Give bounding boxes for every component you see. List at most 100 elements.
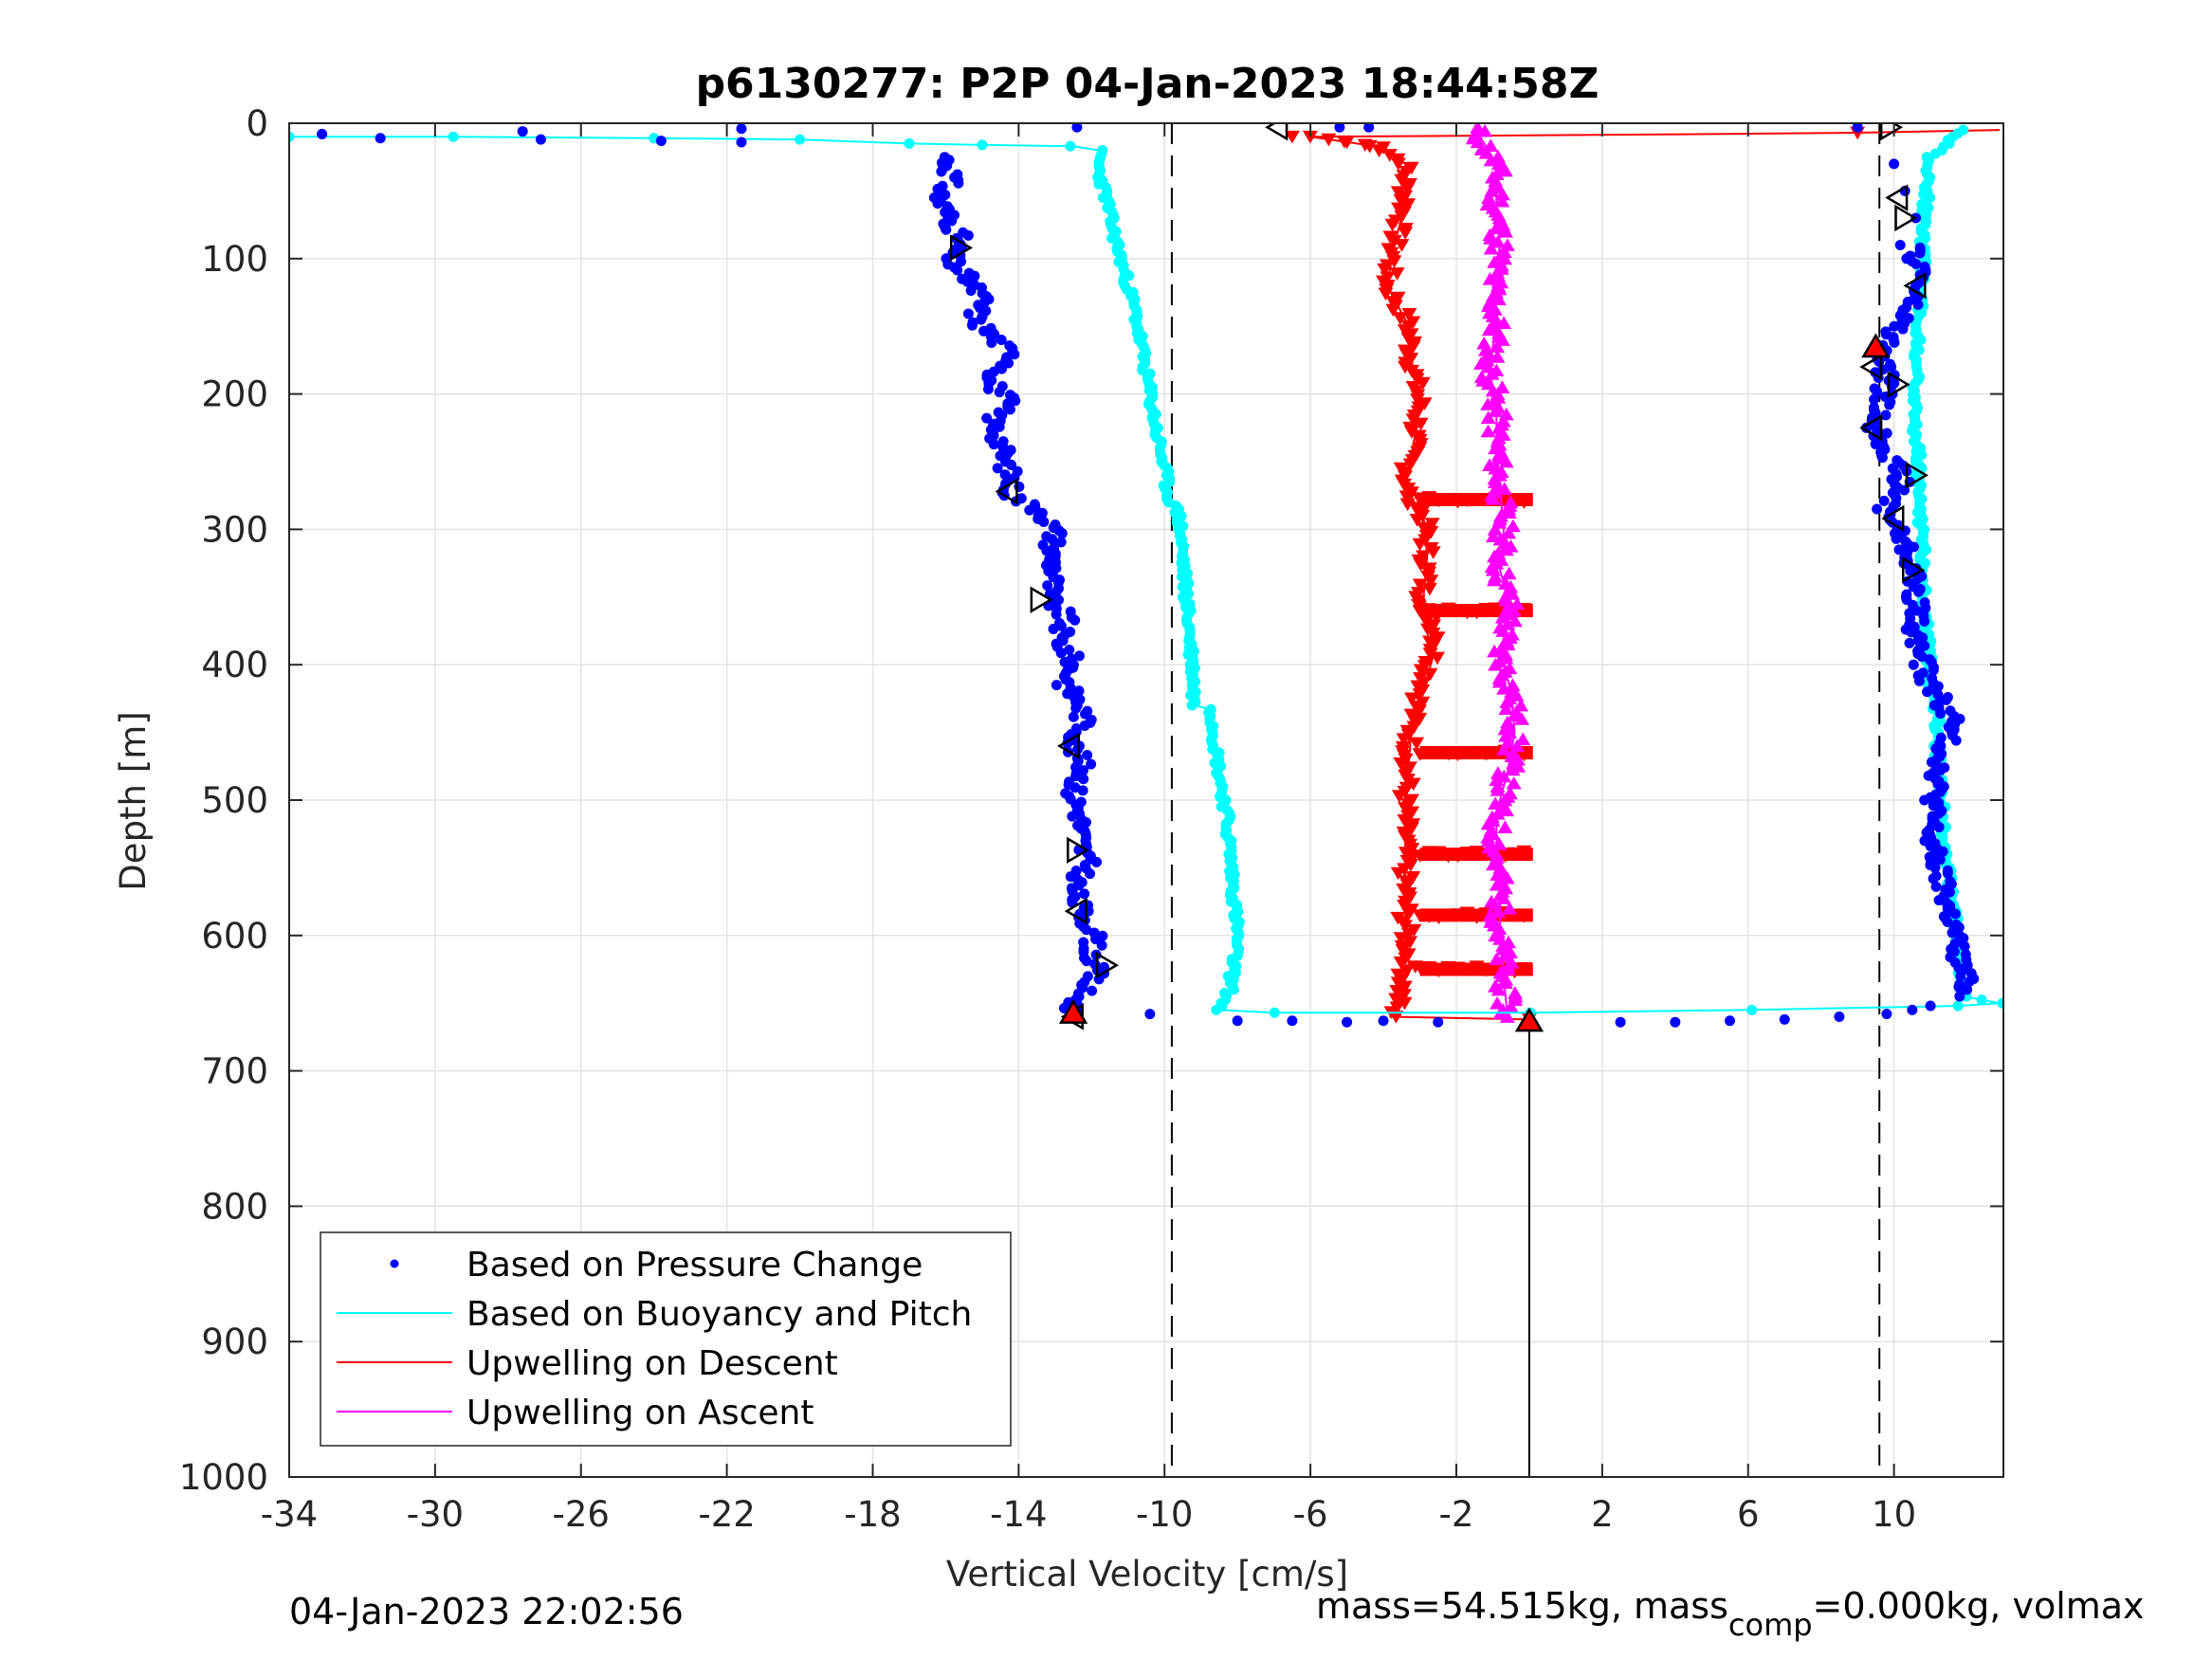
pressure-marker <box>1894 240 1906 251</box>
pressure-marker <box>1433 1016 1444 1028</box>
ascent-marker <box>1498 728 1514 742</box>
pressure-marker <box>1615 1016 1626 1028</box>
descent-band-marker <box>1469 606 1485 620</box>
open-triangle-marker <box>1056 732 1081 760</box>
ascent-marker <box>1490 350 1506 363</box>
y-tick-label: 0 <box>246 103 268 144</box>
pressure-marker <box>988 439 999 450</box>
descent-marker <box>1413 417 1429 431</box>
descent-marker <box>1393 956 1409 970</box>
x-tick-label: -14 <box>990 1494 1047 1535</box>
pressure-marker <box>1096 939 1107 951</box>
buoyancy-marker <box>904 137 915 149</box>
pressure-marker <box>1069 614 1081 626</box>
pressure-marker <box>1878 495 1890 506</box>
descent-band-marker <box>1450 748 1466 762</box>
pressure-marker <box>1014 481 1025 492</box>
pressure-marker <box>1071 123 1083 133</box>
pressure-marker <box>1086 758 1097 770</box>
ascent-marker <box>1477 123 1493 137</box>
descent-band-marker <box>1431 494 1447 508</box>
ascent-marker <box>1490 783 1506 796</box>
pressure-marker <box>1920 602 1931 613</box>
descent-marker <box>1388 993 1404 1007</box>
descent-marker <box>1421 582 1437 596</box>
pressure-marker <box>986 337 997 349</box>
descent-band-marker <box>1431 607 1447 620</box>
ascent-marker <box>1488 404 1504 417</box>
descent-band-marker <box>1469 960 1485 974</box>
ascent-marker <box>1491 837 1508 850</box>
pressure-marker <box>1942 867 1953 879</box>
descent-marker <box>1399 498 1416 512</box>
pressure-marker <box>1912 299 1924 310</box>
descent-band-marker <box>1459 494 1475 508</box>
pressure-marker <box>966 319 978 331</box>
ascent-marker <box>1481 322 1497 337</box>
descent-marker <box>1393 193 1409 208</box>
pressure-marker <box>1950 735 1962 746</box>
pressure-marker <box>932 198 943 210</box>
pressure-marker <box>1929 862 1941 873</box>
descent-marker <box>1393 932 1409 945</box>
descent-marker <box>1391 790 1407 803</box>
ascent-marker <box>1494 193 1510 208</box>
ascent-marker <box>1496 891 1512 904</box>
descent-marker <box>1384 218 1400 232</box>
pressure-marker <box>1670 1016 1681 1028</box>
descent-marker <box>1394 173 1410 188</box>
ascent-marker <box>1497 225 1513 238</box>
pressure-marker <box>1232 1015 1243 1027</box>
filled-triangle-marker <box>1514 1007 1545 1032</box>
descent-marker <box>1403 822 1419 836</box>
ascent-marker <box>1476 336 1492 350</box>
ascent-marker <box>1496 482 1512 495</box>
pressure-marker <box>1047 534 1058 545</box>
pressure-marker <box>965 284 977 296</box>
pressure-marker <box>982 384 994 394</box>
ascent-marker <box>1483 241 1499 255</box>
open-triangle-marker <box>1894 204 1918 232</box>
pressure-marker <box>952 264 963 276</box>
descent-marker <box>1405 777 1421 792</box>
ascent-marker <box>1487 522 1503 536</box>
pressure-marker <box>1363 123 1375 133</box>
pressure-marker <box>1051 680 1062 691</box>
descent-band-marker <box>1516 910 1532 923</box>
descent-marker <box>1398 802 1414 815</box>
pressure-marker <box>1079 888 1090 900</box>
descent-marker <box>1398 847 1414 860</box>
x-tick-label: -26 <box>553 1494 610 1535</box>
descent-band-marker <box>1507 847 1523 861</box>
open-triangle-marker <box>1905 462 1929 489</box>
pressure-marker <box>1085 868 1096 880</box>
ascent-marker <box>1501 566 1517 580</box>
pressure-marker <box>1889 158 1900 170</box>
pressure-marker <box>1087 985 1098 996</box>
pressure-marker <box>1079 720 1090 731</box>
pressure-marker <box>1082 750 1093 761</box>
open-triangle-marker <box>949 234 974 262</box>
chart-title: p6130277: P2P 04-Jan-2023 18:44:58Z <box>696 60 1600 108</box>
ascent-marker <box>1490 904 1507 919</box>
pressure-marker <box>736 137 747 148</box>
descent-marker <box>1394 239 1410 252</box>
pressure-marker <box>1891 533 1902 544</box>
ascent-marker <box>1480 410 1496 424</box>
pressure-marker <box>1870 438 1881 449</box>
descent-marker <box>1424 518 1440 531</box>
descent-marker <box>1412 688 1428 702</box>
descent-marker <box>1396 733 1412 746</box>
descent-marker <box>1400 198 1417 211</box>
pressure-marker <box>1893 544 1905 556</box>
descent-marker <box>1405 340 1421 354</box>
filled-triangle-marker <box>1058 999 1088 1024</box>
x-tick-label: -30 <box>407 1494 464 1535</box>
pressure-marker <box>1378 1015 1389 1027</box>
pressure-marker <box>1919 616 1930 628</box>
descent-band-marker <box>1431 846 1447 860</box>
ascent-marker <box>1499 695 1515 708</box>
pressure-marker <box>1897 323 1909 335</box>
descent-marker <box>1397 814 1413 828</box>
descent-marker <box>1401 927 1417 941</box>
